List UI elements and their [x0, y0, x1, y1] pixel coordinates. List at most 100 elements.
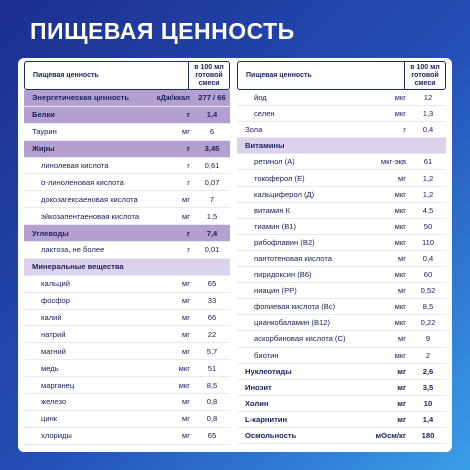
- unit: г: [187, 245, 190, 255]
- panel: Пищевая ценность в 100 мл готовой смеси Эн…: [18, 58, 452, 452]
- unit: г: [187, 161, 190, 170]
- table-row: железо мг 0,8: [24, 394, 230, 411]
- nutrient-name: витамин К: [254, 205, 291, 215]
- amount: 1,5: [206, 211, 218, 221]
- amount: 7: [209, 194, 215, 204]
- unit: г: [186, 228, 190, 238]
- table-row: магний мг 5,7: [24, 343, 230, 361]
- unit: мкг: [394, 221, 406, 231]
- amount: 6: [209, 127, 215, 137]
- table-row: Осмольность мОсм/кг 180: [237, 428, 446, 445]
- nutrient-name: железо: [41, 397, 67, 407]
- nutrient-name: линолевая кислота: [41, 161, 109, 170]
- nutrient-name: тиамин (В1): [254, 221, 297, 231]
- amount: 65: [207, 279, 217, 289]
- table-row: токоферол (Е) мг 1,2: [237, 170, 446, 187]
- unit: мг: [182, 329, 190, 339]
- nutrient-name: кальциферол (Д): [254, 189, 315, 199]
- table-header: Пищевая ценность в 100 мл готовой смеси: [24, 61, 230, 90]
- amount: 1,2: [422, 173, 434, 183]
- header-label: в 100 мл готовой смеси: [404, 62, 445, 89]
- unit: кДж/ккал: [156, 93, 190, 103]
- nutrient-name: Углеводы: [32, 228, 69, 238]
- amount: 180: [421, 431, 435, 441]
- unit: мкг: [394, 270, 406, 280]
- unit: мг: [182, 194, 190, 204]
- unit: мкг: [394, 93, 406, 103]
- amount: 12: [423, 93, 433, 103]
- unit: г: [403, 125, 406, 135]
- table-row: линолевая кислота г 0,61: [24, 158, 230, 175]
- table-row: L-карнитин мг 1,4: [237, 412, 446, 428]
- amount: 110: [421, 237, 435, 247]
- nutrient-name: аскорбиновая кислота (С): [254, 334, 346, 344]
- amount: 22: [207, 329, 217, 339]
- header-label: в 100 мл готовой смеси: [188, 62, 229, 89]
- amount: 7,4: [206, 228, 218, 238]
- nutrient-name: пантотеновая кислота: [254, 253, 332, 263]
- table-row: калий мг 66: [24, 310, 230, 327]
- amount: 66: [207, 313, 217, 323]
- nutrient-name: лактоза, не более: [41, 245, 105, 255]
- amount: 0,8: [206, 397, 218, 407]
- nutrient-name: ретинол (А): [254, 157, 295, 167]
- amount: 0,52: [420, 286, 436, 296]
- title: ПИЩЕВАЯ ЦЕННОСТЬ: [30, 18, 295, 44]
- table-row: эйкозапентаеновая кислота мг 1,5: [24, 208, 230, 226]
- unit: мкг: [394, 350, 406, 360]
- table: Пищевая ценность в 100 мл готовой смеси йо…: [237, 61, 446, 445]
- table-row: лактоза, не более г 0,01: [24, 242, 230, 259]
- unit: мкг: [178, 363, 190, 373]
- unit: мг: [182, 279, 190, 289]
- nutrient-name: пиридоксин (В6): [254, 270, 312, 280]
- unit: мг: [398, 173, 406, 183]
- table-row: фосфор мг 33: [24, 293, 230, 310]
- table-row: селен мкг 1,3: [237, 106, 446, 123]
- amount: 3,5: [422, 382, 434, 392]
- table-row: докозагексаеновая кислота мг 7: [24, 191, 230, 209]
- table-row: ниацин (РР) мг 0,52: [237, 283, 446, 300]
- nutrient-name: Энергетическая ценность: [32, 93, 130, 103]
- unit: мг: [397, 366, 406, 376]
- table-row: фолиевая кислота (Вс) мкг 8,5: [237, 299, 446, 316]
- header-label: Пищевая ценность: [33, 72, 99, 79]
- nutrient-name: натрий: [41, 329, 66, 339]
- amount: 5,7: [206, 346, 218, 356]
- nutrient-name: L-карнитин: [245, 414, 288, 424]
- amount: 65: [207, 431, 217, 441]
- amount: 8,5: [422, 302, 434, 312]
- nutrient-name: докозагексаеновая кислота: [41, 194, 138, 204]
- unit: мг: [182, 127, 190, 137]
- table-row: марганец мкг 8,5: [24, 377, 230, 395]
- unit: мкг: [178, 380, 190, 390]
- nutrient-name: марганец: [41, 380, 75, 390]
- table-row: Минеральные вещества: [24, 258, 230, 276]
- header-label: Пищевая ценность: [246, 72, 312, 79]
- amount: 60: [423, 270, 433, 280]
- table-row: Холин мг 10: [237, 396, 446, 412]
- amount: 0,01: [204, 245, 220, 255]
- unit: мОсм/кг: [375, 431, 406, 441]
- unit: мг: [182, 296, 190, 306]
- unit: мкг: [394, 189, 406, 199]
- amount: 0,4: [422, 253, 434, 263]
- table-row: аскорбиновая кислота (С) мг 9: [237, 331, 446, 348]
- nutrient-name: Минеральные вещества: [32, 262, 124, 272]
- unit: мг: [398, 334, 406, 344]
- unit: мг: [182, 431, 190, 441]
- unit: мкг: [394, 237, 406, 247]
- unit: мкг-экв: [380, 157, 406, 167]
- table-row: Зола г 0,4: [237, 122, 446, 139]
- unit: мкг: [394, 109, 406, 119]
- table-row: Энергетическая ценность кДж/ккал 277 / 66: [24, 90, 230, 107]
- nutrient-name: Витамины: [245, 141, 285, 151]
- unit: мг: [397, 382, 406, 392]
- amount: 50: [423, 221, 433, 231]
- table: Пищевая ценность в 100 мл готовой смеси Эн…: [24, 61, 230, 445]
- nutrient-name: Зола: [245, 125, 263, 135]
- nutrient-name: цинк: [41, 414, 58, 424]
- amount: 1,4: [206, 110, 218, 120]
- amount: 1,3: [422, 109, 434, 119]
- table-row: Таурин мг 6: [24, 124, 230, 141]
